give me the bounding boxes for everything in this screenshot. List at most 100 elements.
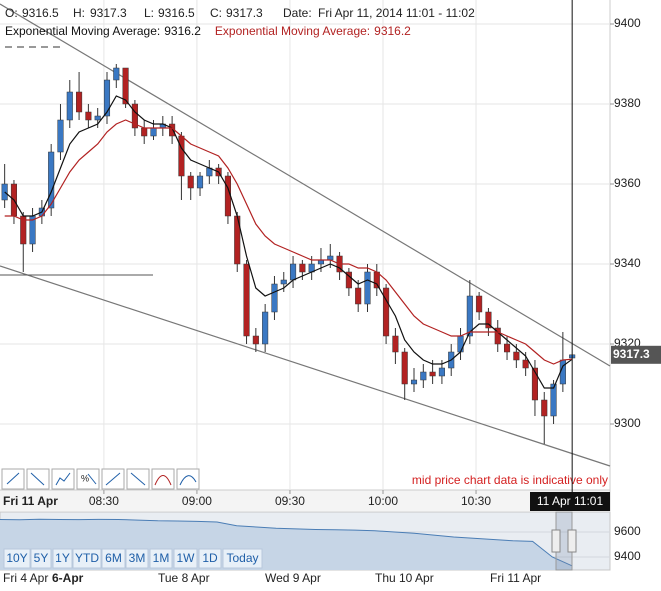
y-tick-label: 9400 [614,549,641,563]
disclaimer: mid price chart data is indicative only [412,473,608,487]
x-tick-label: 09:30 [275,494,305,508]
tool-button[interactable] [101,468,125,490]
candle-body [131,103,138,129]
candle-body [252,335,259,345]
y-tick-label: 9360 [614,176,641,190]
candle-body [299,263,306,273]
candle-body [196,175,204,189]
legend-value: 9316.2 [164,24,201,38]
y-tick-label: 9400 [614,16,641,30]
tool-button[interactable] [26,468,50,490]
grid [0,0,610,490]
candle-body [57,119,64,153]
legend-label: Exponential Moving Average: [215,24,370,38]
ema-line [4,119,573,365]
candle-body [457,335,464,353]
navigator-date-label: Fri 4 Apr [3,571,48,585]
range-button[interactable] [52,548,73,569]
candle-body [420,371,427,381]
candle-body [113,67,120,81]
candle-body [243,263,250,337]
header-label: Date: [283,6,312,20]
candle-body [494,327,501,345]
candle-body [392,335,399,353]
navigator: 9400 9600 10Y 5Y 1Y YTD 6M 3M 1M 1W 1D Today [0,511,641,571]
crosshair-label-box [530,492,610,511]
plot [1,64,576,444]
navigator-handle[interactable] [551,529,561,553]
candle-body [48,151,55,209]
tool-button[interactable] [51,468,75,490]
y-tick-label: 9300 [614,416,641,430]
legend-label: Exponential Moving Average: [5,24,160,38]
legend-value: 9316.2 [374,24,411,38]
navigator-handle[interactable] [567,529,577,553]
candle-body [280,279,287,285]
header-value: 9317.3 [226,6,263,20]
range-button-label[interactable]: 5Y [34,551,49,565]
candle-body [262,311,269,345]
tool-button[interactable] [151,468,175,490]
range-button[interactable] [198,548,222,569]
header-date: Fri Apr 11, 2014 11:01 - 11:02 [318,6,475,20]
range-button-label[interactable]: 1D [202,551,218,565]
toolbar: % [1,468,200,490]
range-button-label[interactable]: YTD [75,551,99,565]
candle-body [401,351,408,385]
header-value: 9316.5 [158,6,195,20]
range-button-label[interactable]: Today [226,551,258,565]
candle-body [466,295,473,337]
range-button-label[interactable]: 10Y [6,551,27,565]
x-tick-label: 10:30 [461,494,491,508]
range-button-label[interactable]: 6M [105,551,122,565]
tool-button[interactable] [176,468,200,490]
range-button[interactable] [72,548,102,569]
navigator-date-label: Thu 10 Apr [375,571,434,585]
candle-body [531,367,538,401]
header-label: L: [144,6,154,20]
x-tick-label: 09:00 [182,494,212,508]
range-button-label[interactable]: 1M [153,551,170,565]
candle-body [122,67,129,105]
tool-button[interactable] [126,468,150,490]
range-button[interactable] [222,548,263,569]
candle-body [383,287,390,337]
range-button[interactable] [173,548,198,569]
price-marker-label: 9317.3 [613,347,650,361]
candle-body [438,367,445,377]
candle-body [187,175,194,189]
ema-line [4,95,573,389]
candle-body [178,135,185,177]
tool-button[interactable] [1,468,25,490]
trend-line [0,3,611,367]
candle-body [290,263,297,281]
range-button[interactable] [101,548,126,569]
range-button-label[interactable]: 1W [177,551,196,565]
candle-body [103,79,111,117]
candle-body [1,183,8,201]
candle-body [550,383,557,417]
candle-body [76,91,83,113]
range-button-label[interactable]: 3M [129,551,146,565]
y-tick-label: 9380 [614,96,641,110]
candle-body [94,115,101,121]
candle-body [485,311,492,329]
navigator-date-label: 6-Apr [52,571,84,585]
range-button[interactable] [30,548,52,569]
y-tick-label: 9340 [614,256,641,270]
header-label: C: [210,6,222,20]
range-button[interactable] [149,548,173,569]
candle-body [504,343,511,353]
header-value: 9316.5 [22,6,59,20]
tool-button[interactable]: % [76,468,100,490]
range-button[interactable] [3,548,31,569]
date-label: Fri 11 Apr [3,494,58,508]
range-button-label[interactable]: 1Y [55,551,70,565]
candle-body [476,295,483,313]
navigator-date-label: Tue 8 Apr [158,571,210,585]
navigator-line [0,518,573,567]
range-button[interactable] [125,548,149,569]
crosshair-label: 11 Apr 11:01 [537,494,604,508]
